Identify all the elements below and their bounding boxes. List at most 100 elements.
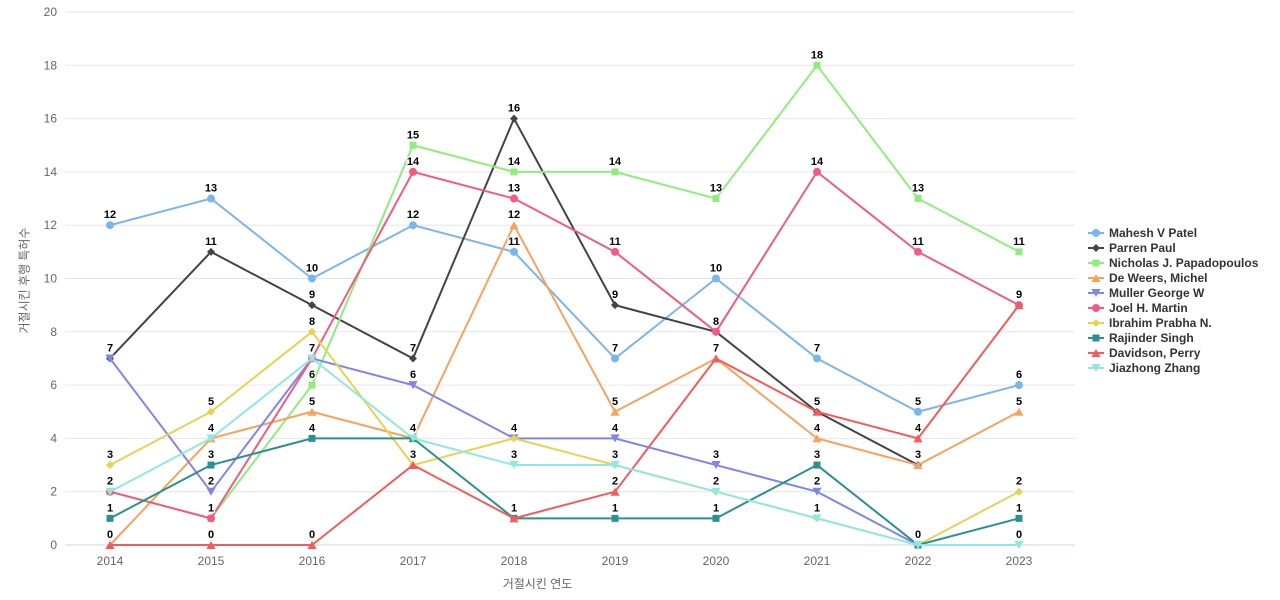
legend-item-nicholas-j-papadopoulos[interactable]: Nicholas J. Papadopoulos	[1088, 255, 1258, 270]
data-point-marker[interactable]	[408, 381, 418, 390]
data-point-marker[interactable]	[813, 61, 821, 69]
legend-item-parren-paul[interactable]: Parren Paul	[1088, 240, 1258, 255]
data-point-marker[interactable]	[510, 434, 518, 443]
data-label: 3	[107, 449, 113, 461]
data-point-marker[interactable]	[913, 541, 923, 549]
data-point-marker[interactable]	[509, 461, 519, 470]
data-point-marker[interactable]	[207, 514, 215, 523]
data-point-marker[interactable]	[207, 247, 215, 256]
data-point-marker[interactable]	[206, 487, 216, 496]
y-axis-title: 거절시킨 후행 특허수	[17, 227, 32, 334]
data-label: 5	[612, 396, 618, 408]
series-jiazhong-zhang[interactable]	[105, 354, 1024, 549]
data-point-marker[interactable]	[812, 514, 822, 523]
data-point-marker[interactable]	[913, 461, 923, 470]
data-point-marker[interactable]	[712, 514, 720, 522]
data-point-marker[interactable]	[408, 434, 418, 443]
data-point-marker[interactable]	[610, 407, 620, 416]
series-mahesh-v-patel[interactable]	[106, 194, 1023, 416]
data-point-marker[interactable]	[1014, 541, 1024, 549]
series-davidson-perry[interactable]	[105, 301, 1024, 549]
data-point-marker[interactable]	[813, 354, 821, 363]
data-point-marker[interactable]	[307, 541, 317, 549]
series-nicholas-j-papadopoulos[interactable]	[106, 61, 1023, 522]
data-point-marker[interactable]	[409, 167, 417, 176]
data-point-marker[interactable]	[1015, 381, 1023, 390]
data-point-marker[interactable]	[1015, 487, 1023, 496]
data-point-marker[interactable]	[510, 168, 518, 176]
data-label: 0	[107, 529, 113, 541]
data-point-marker[interactable]	[105, 354, 115, 363]
data-point-marker[interactable]	[510, 247, 518, 256]
data-point-marker[interactable]	[308, 301, 316, 310]
data-point-marker[interactable]	[409, 354, 417, 363]
legend-item-muller-george-w[interactable]: Muller George W	[1088, 285, 1258, 300]
data-point-marker[interactable]	[509, 221, 519, 230]
data-point-marker[interactable]	[610, 434, 620, 443]
legend-item-davidson-perry[interactable]: Davidson, Perry	[1088, 345, 1258, 360]
data-point-marker[interactable]	[409, 221, 417, 230]
data-point-marker[interactable]	[712, 274, 720, 283]
data-point-marker[interactable]	[408, 461, 418, 470]
data-point-marker[interactable]	[308, 381, 316, 389]
data-point-marker[interactable]	[711, 487, 721, 496]
data-point-marker[interactable]	[308, 327, 316, 336]
data-point-marker[interactable]	[712, 195, 720, 203]
data-point-marker[interactable]	[611, 354, 619, 363]
data-point-marker[interactable]	[812, 407, 822, 416]
y-tick-label: 0	[50, 538, 57, 552]
data-point-marker[interactable]	[510, 194, 518, 203]
data-point-marker[interactable]	[307, 354, 317, 363]
legend-item-de-weers-michel[interactable]: De Weers, Michel	[1088, 270, 1258, 285]
data-point-marker[interactable]	[611, 301, 619, 310]
data-point-marker[interactable]	[207, 461, 215, 469]
data-point-marker[interactable]	[308, 434, 316, 442]
series-joel-h-martin[interactable]	[106, 167, 1023, 523]
data-point-marker[interactable]	[610, 461, 620, 470]
data-point-marker[interactable]	[207, 194, 215, 203]
data-point-marker[interactable]	[308, 274, 316, 283]
data-point-marker[interactable]	[206, 541, 216, 549]
data-point-marker[interactable]	[914, 407, 922, 416]
data-point-marker[interactable]	[813, 461, 821, 469]
data-point-marker[interactable]	[510, 114, 518, 123]
legend-item-joel-h-martin[interactable]: Joel H. Martin	[1088, 300, 1258, 315]
data-point-marker[interactable]	[105, 487, 115, 496]
data-point-marker[interactable]	[813, 167, 821, 176]
data-point-marker[interactable]	[611, 514, 619, 522]
data-point-marker[interactable]	[1015, 248, 1023, 256]
data-point-marker[interactable]	[307, 407, 317, 416]
data-point-marker[interactable]	[1014, 301, 1024, 310]
legend-item-mahesh-v-patel[interactable]: Mahesh V Patel	[1088, 225, 1258, 240]
data-point-marker[interactable]	[105, 541, 115, 549]
data-point-marker[interactable]	[106, 461, 114, 470]
data-point-marker[interactable]	[611, 247, 619, 256]
data-point-marker[interactable]	[711, 354, 721, 363]
data-label: 5	[915, 396, 921, 408]
data-point-marker[interactable]	[712, 327, 720, 336]
data-point-marker[interactable]	[106, 221, 114, 230]
legend-marker-icon	[1088, 348, 1104, 357]
data-point-marker[interactable]	[812, 434, 822, 443]
data-point-marker[interactable]	[1014, 407, 1024, 416]
data-point-marker[interactable]	[711, 461, 721, 470]
legend-item-jiazhong-zhang[interactable]: Jiazhong Zhang	[1088, 360, 1258, 375]
data-point-marker[interactable]	[914, 247, 922, 256]
data-point-marker[interactable]	[1015, 514, 1023, 522]
data-point-marker[interactable]	[610, 487, 620, 496]
legend-item-ibrahim-prabha-n[interactable]: Ibrahim Prabha N.	[1088, 315, 1258, 330]
data-label: 3	[814, 449, 820, 461]
data-point-marker[interactable]	[812, 487, 822, 496]
data-point-marker[interactable]	[106, 514, 114, 522]
data-point-marker[interactable]	[509, 514, 519, 523]
legend-item-rajinder-singh[interactable]: Rajinder Singh	[1088, 330, 1258, 345]
data-label: 12	[407, 209, 419, 221]
data-point-marker[interactable]	[914, 195, 922, 203]
data-point-marker[interactable]	[409, 141, 417, 149]
data-point-marker[interactable]	[207, 407, 215, 416]
data-point-marker[interactable]	[206, 434, 216, 443]
data-point-marker[interactable]	[913, 434, 923, 443]
data-label: 2	[208, 476, 214, 488]
data-point-marker[interactable]	[611, 168, 619, 176]
